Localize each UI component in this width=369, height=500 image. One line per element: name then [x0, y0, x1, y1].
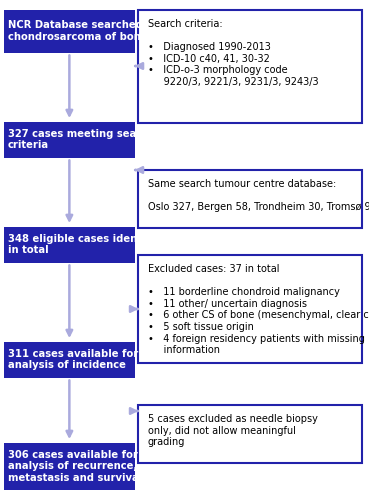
Text: Search criteria:

•   Diagnosed 1990-2013
•   ICD-10 c40, 41, 30-32
•   ICD-o-3 : Search criteria: • Diagnosed 1990-2013 •… — [148, 19, 318, 87]
Text: 311 cases available for
analysis of incidence: 311 cases available for analysis of inci… — [8, 348, 138, 370]
FancyBboxPatch shape — [4, 226, 135, 262]
FancyBboxPatch shape — [4, 122, 135, 158]
FancyBboxPatch shape — [138, 170, 362, 228]
Text: Same search tumour centre database:

Oslo 327, Bergen 58, Trondheim 30, Tromsø 9: Same search tumour centre database: Oslo… — [148, 179, 369, 212]
FancyBboxPatch shape — [4, 342, 135, 378]
FancyBboxPatch shape — [4, 442, 135, 490]
FancyBboxPatch shape — [4, 10, 135, 52]
Text: 306 cases available for
analysis of recurrence,
metastasis and survival: 306 cases available for analysis of recu… — [8, 450, 142, 483]
FancyBboxPatch shape — [138, 255, 362, 362]
Text: Excluded cases: 37 in total

•   11 borderline chondroid malignancy
•   11 other: Excluded cases: 37 in total • 11 borderl… — [148, 264, 369, 355]
FancyBboxPatch shape — [138, 405, 362, 462]
Text: 5 cases excluded as needle biopsy
only, did not allow meaningful
grading: 5 cases excluded as needle biopsy only, … — [148, 414, 317, 447]
Text: 327 cases meeting search
criteria: 327 cases meeting search criteria — [8, 128, 154, 150]
Text: 348 eligible cases identified
in total: 348 eligible cases identified in total — [8, 234, 168, 256]
Text: NCR Database searched for
chondrosarcoma of bone: NCR Database searched for chondrosarcoma… — [8, 20, 163, 42]
FancyBboxPatch shape — [138, 10, 362, 122]
